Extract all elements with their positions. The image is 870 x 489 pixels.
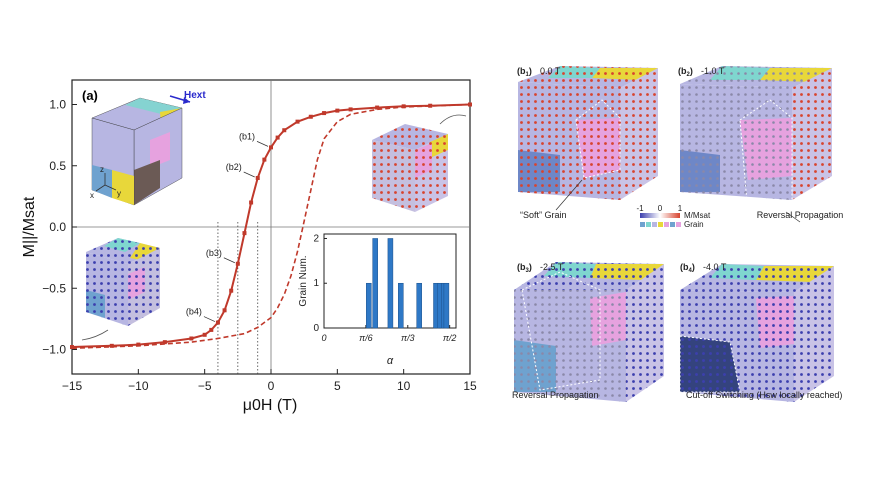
data-point bbox=[215, 320, 220, 325]
data-point bbox=[348, 107, 353, 112]
inset-x-tick-label: π/2 bbox=[443, 333, 457, 343]
data-point bbox=[375, 105, 380, 110]
marker-leader bbox=[203, 316, 216, 322]
colorbar: -1 0 1 M/Msat Grain bbox=[636, 204, 711, 229]
inset-bar bbox=[416, 282, 422, 329]
y-axis-title: M||/Msat bbox=[21, 196, 38, 257]
x-tick-label: 0 bbox=[268, 379, 275, 393]
panel-b3-field: -2.5 T bbox=[540, 262, 564, 272]
panel-label-a: (a) bbox=[82, 88, 98, 103]
panel-b1-note: “Soft” Grain bbox=[520, 210, 567, 220]
y-tick-label: −1.0 bbox=[42, 343, 66, 357]
field-label: Hext bbox=[184, 90, 206, 101]
marker-label: (b2) bbox=[226, 162, 242, 172]
grain-cube-illustration: Hext z x y bbox=[90, 90, 206, 206]
data-point bbox=[308, 114, 313, 119]
colorbar-mid: 0 bbox=[658, 204, 663, 213]
colorbar-max: 1 bbox=[678, 204, 683, 213]
y-tick-label: 0.0 bbox=[49, 220, 66, 234]
inset-bar bbox=[372, 238, 378, 329]
data-point bbox=[335, 108, 340, 113]
x-tick-label: −10 bbox=[128, 379, 149, 393]
data-point bbox=[428, 103, 433, 108]
data-point bbox=[202, 332, 207, 337]
snapshot-panels: (b1) 0.0 T “Soft” Grain (b2) -1.0 T Reve… bbox=[512, 66, 843, 402]
inset-bar bbox=[443, 282, 450, 329]
panel-b3-label: (b3) bbox=[517, 262, 532, 274]
data-point bbox=[249, 200, 254, 205]
data-point bbox=[70, 345, 74, 350]
series-line-dashed bbox=[71, 103, 471, 350]
panel-b2-field: -1.0 T bbox=[701, 66, 725, 76]
marker-leader bbox=[256, 141, 269, 147]
data-point bbox=[209, 327, 214, 332]
colorbar-gradient bbox=[640, 213, 680, 218]
panel-b2: (b2) -1.0 T Reversal Propagation bbox=[678, 66, 844, 223]
marker-label: (b3) bbox=[206, 248, 222, 258]
data-point bbox=[269, 145, 273, 150]
colorbar-label: M/Msat bbox=[684, 211, 711, 220]
marker-leader bbox=[223, 257, 235, 264]
inset-x-tick-label: π/3 bbox=[401, 333, 415, 343]
inset-x-tick-label: π/6 bbox=[359, 333, 373, 343]
panel-b4-field: -4.0 T bbox=[703, 262, 727, 272]
marker-label: (b1) bbox=[239, 131, 255, 141]
data-point bbox=[136, 342, 141, 347]
hysteresis-plot: −15 −10 −5 0 5 10 15−1.0−0.50.00.51.0 (b1)(b2)… bbox=[21, 79, 477, 414]
axis-y-label: y bbox=[117, 189, 121, 198]
panel-b4-label: (b4) bbox=[680, 262, 695, 274]
colorbar-min: -1 bbox=[636, 204, 644, 213]
saturated-up-cube bbox=[372, 114, 467, 212]
panel-b3: (b3) -2.5 T Reversal Propagation bbox=[512, 262, 664, 402]
data-point bbox=[229, 288, 234, 293]
data-point bbox=[275, 135, 280, 140]
inset-y-tick-label: 0 bbox=[313, 323, 319, 334]
data-point bbox=[262, 157, 267, 162]
data-point bbox=[295, 119, 300, 124]
panel-b1-field: 0.0 T bbox=[540, 66, 561, 76]
inset-x-tick-label: 0 bbox=[321, 333, 326, 343]
x-tick-label: 15 bbox=[463, 379, 477, 393]
panel-b4: (b4) -4.0 T Cut-off Switching (Hsw local… bbox=[679, 262, 842, 402]
panel-b1-label: (b1) bbox=[517, 66, 532, 78]
y-tick-label: 0.5 bbox=[49, 159, 66, 173]
panel-b2-note: Reversal Propagation bbox=[757, 210, 844, 220]
inset-x-title: α bbox=[387, 355, 394, 367]
x-tick-label: −15 bbox=[62, 379, 83, 393]
y-tick-label: 1.0 bbox=[49, 98, 66, 112]
data-point bbox=[222, 308, 227, 313]
grain-legend-label: Grain bbox=[684, 220, 704, 229]
inset-y-title: Grain Num. bbox=[298, 255, 309, 306]
y-tick-label: −0.5 bbox=[42, 281, 66, 295]
data-point bbox=[235, 261, 240, 266]
data-point bbox=[242, 231, 247, 236]
data-point bbox=[322, 111, 327, 116]
x-tick-label: −5 bbox=[198, 379, 212, 393]
axis-x-label: x bbox=[90, 191, 94, 200]
marker-label: (b4) bbox=[186, 307, 202, 317]
axis-z-label: z bbox=[100, 165, 104, 174]
inset-bar bbox=[398, 282, 404, 329]
data-point bbox=[189, 336, 194, 341]
x-axis-title: μ0H (T) bbox=[243, 397, 298, 414]
data-point bbox=[255, 176, 260, 180]
inset-bar bbox=[366, 282, 372, 329]
panel-b3-note: Reversal Propagation bbox=[512, 390, 599, 400]
data-point bbox=[162, 340, 167, 345]
data-point bbox=[109, 343, 114, 348]
inset-y-tick-label: 2 bbox=[313, 233, 319, 244]
marker-leader bbox=[243, 171, 255, 178]
data-point bbox=[282, 128, 287, 133]
x-tick-label: 10 bbox=[397, 379, 411, 393]
panel-b1: (b1) 0.0 T “Soft” Grain bbox=[517, 66, 658, 220]
saturated-down-cube bbox=[81, 238, 160, 341]
inset-bar bbox=[387, 238, 394, 329]
inset-bar-chart: 0 π/6 π/3 π/2 0 1 2 Grain Num. α bbox=[298, 233, 457, 367]
inset-y-tick-label: 1 bbox=[313, 278, 319, 289]
panel-b4-note: Cut-off Switching (Hsw locally reached) bbox=[686, 390, 842, 400]
panel-b2-label: (b2) bbox=[678, 66, 693, 78]
x-tick-label: 5 bbox=[334, 379, 341, 393]
